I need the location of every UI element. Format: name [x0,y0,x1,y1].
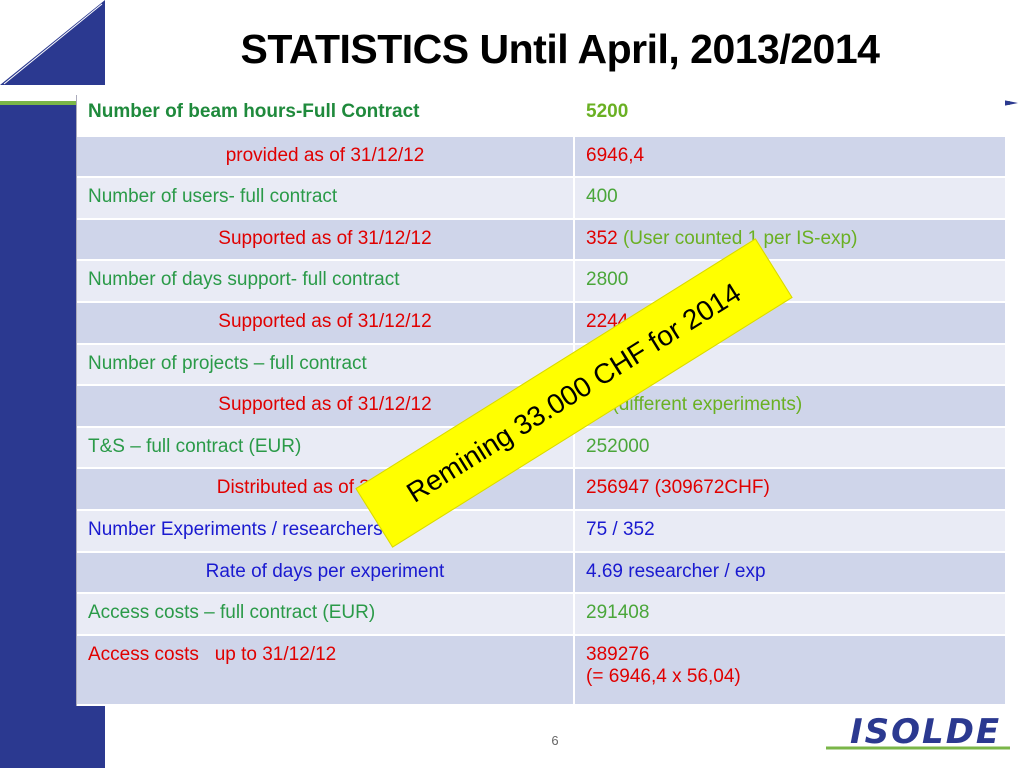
cell-text: 252000 [586,435,650,457]
table-cell: 291408 [575,594,1005,634]
table-cell: Number Experiments / researchers [77,511,575,551]
table-cell: provided as of 31/12/12 [77,136,575,177]
table-cell: 4.69 researcher / exp [575,553,1005,593]
cell-text: (User counted 1 per IS-exp) [622,227,858,249]
table-row: Rate of days per experiment 4.69 research… [77,552,1005,595]
table-cell: Number of days support- full contract [77,261,575,301]
cell-text: 400 [586,186,618,208]
table-row: Number Experiments / researchers 75 / 352 [77,511,1005,553]
table-row: Access costs – full contract (EUR) 291408 [77,594,1005,636]
cell-text: 75 / 352 [586,519,655,540]
table-row: Supported as of 31/12/12 2244 [77,303,1005,345]
cell-text: Supported as of 31/12/12 [218,394,432,416]
table-row: Number of users- full contract 400 [77,178,1005,220]
table-row: Number of beam hours-Full Contract 5200 [77,95,1005,137]
page-number: 6 [551,733,559,748]
table-cell: 6946,4 [575,137,1005,177]
cell-text: provided as of 31/12/12 [225,144,425,166]
table-cell: 2800 [575,261,1005,301]
table-row: Access costs up to 31/12/12 389276 (= 6946… [77,635,1005,706]
cell-text: Supported as of 31/12/12 [218,311,432,332]
cell-text: Supported as of 31/12/12 [218,227,432,249]
table-cell: 389276 (= 6946,4 x 56,04) [575,636,1005,704]
table-row: Number of days support- full contract 280… [77,261,1005,303]
cell-text: 352 [586,227,618,249]
table-cell: Supported as of 31/12/12 [77,303,575,343]
cell-text: 389276 [586,643,650,665]
table-cell: Number of projects – full contract [77,344,575,385]
table-cell: Access costs – full contract (EUR) [77,594,575,634]
cell-text: Number Experiments / researchers [88,519,383,540]
table-cell: Number of beam hours-Full Contract [77,95,575,135]
cell-text: 2800 [586,269,629,291]
cell-text: Number of users- full contract [88,186,338,208]
table-cell: Number of users- full contract [77,178,575,218]
table-cell: Supported as of 31/12/12 [77,386,575,426]
cell-text: (different experiments) [612,394,803,416]
table-cell: T&S – full contract (EUR) [77,427,575,468]
cell-text: Number of beam hours-Full Contract [88,101,420,122]
cell-text: Number of days support- full contract [88,269,400,291]
logo: ISOLDE [850,712,1002,752]
title: STATISTICS Until April, 2013/2014 [240,26,880,72]
table-cell: Rate of days per experiment [77,552,575,593]
cell-text: 6946,4 [586,144,645,166]
cell-text: 256947 (309672CHF) [586,477,770,499]
table-row: Supported as of 31/12/12 352 (User counte… [77,219,1005,262]
cell-text: Rate of days per experiment [205,560,445,582]
table-cell: 5200 [575,95,1005,135]
cell-text: Number of projects – full contract [88,352,367,374]
cell-text: Access costs – full contract (EUR) [88,602,376,624]
table-cell: Supported as of 31/12/12 [77,219,575,260]
table-cell: 352 (User counted 1 per IS-exp) [575,220,1005,260]
cell-text: 291408 [586,602,650,624]
corner-triangle [0,0,105,85]
cell-text: Access costs up to 31/12/12 [88,643,337,665]
cell-text: T&S – full contract (EUR) [88,435,302,457]
table-cell: 75 / 352 [575,511,1005,551]
table-row: Distributed as of 31/12/12 256947 (309672… [77,469,1005,511]
corner-line [3,3,103,85]
cell-text: 4.69 researcher / exp [586,560,766,582]
table-cell: 252000 [575,428,1005,468]
table-cell: Access costs up to 31/12/12 [77,635,575,704]
cell-text: 5200 [586,101,629,122]
cell-text: (= 6946,4 x 56,04) [586,665,741,687]
table-cell: 400 [575,178,1005,218]
table-row: provided as of 31/12/12 6946,4 [77,136,1005,179]
table-cell: 256947 (309672CHF) [575,469,1005,509]
header-arrow [1003,100,1018,106]
